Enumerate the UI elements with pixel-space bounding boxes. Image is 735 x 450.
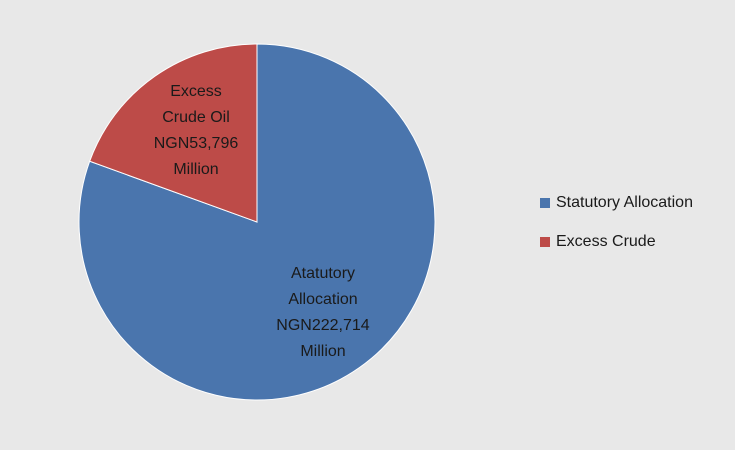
slice-label-line: Million (300, 343, 346, 360)
slice-label-line: Million (173, 161, 219, 178)
legend-item-excess-crude: Excess Crude (540, 229, 735, 255)
legend-label: Excess Crude (556, 233, 656, 250)
slice-label-statutory-allocation: Atatutory Allocation NGN222,714 Million (253, 261, 393, 365)
slice-label-excess-crude: Excess Crude Oil NGN53,796 Million (130, 79, 262, 183)
legend-label: Statutory Allocation (556, 194, 693, 211)
slice-label-line: Allocation (288, 291, 358, 308)
legend-swatch (540, 237, 550, 247)
slice-label-line: NGN222,714 (276, 317, 370, 334)
pie-slice-excess-crude (89, 43, 258, 223)
legend: Statutory Allocation Excess Crude (540, 190, 735, 268)
slice-label-line: Excess (170, 83, 222, 100)
slice-label-line: NGN53,796 (153, 135, 239, 152)
legend-item-statutory-allocation: Statutory Allocation (540, 190, 735, 216)
slice-label-line: Atatutory (290, 265, 356, 282)
slice-label-line: Crude Oil (162, 109, 230, 126)
legend-swatch (540, 198, 550, 208)
